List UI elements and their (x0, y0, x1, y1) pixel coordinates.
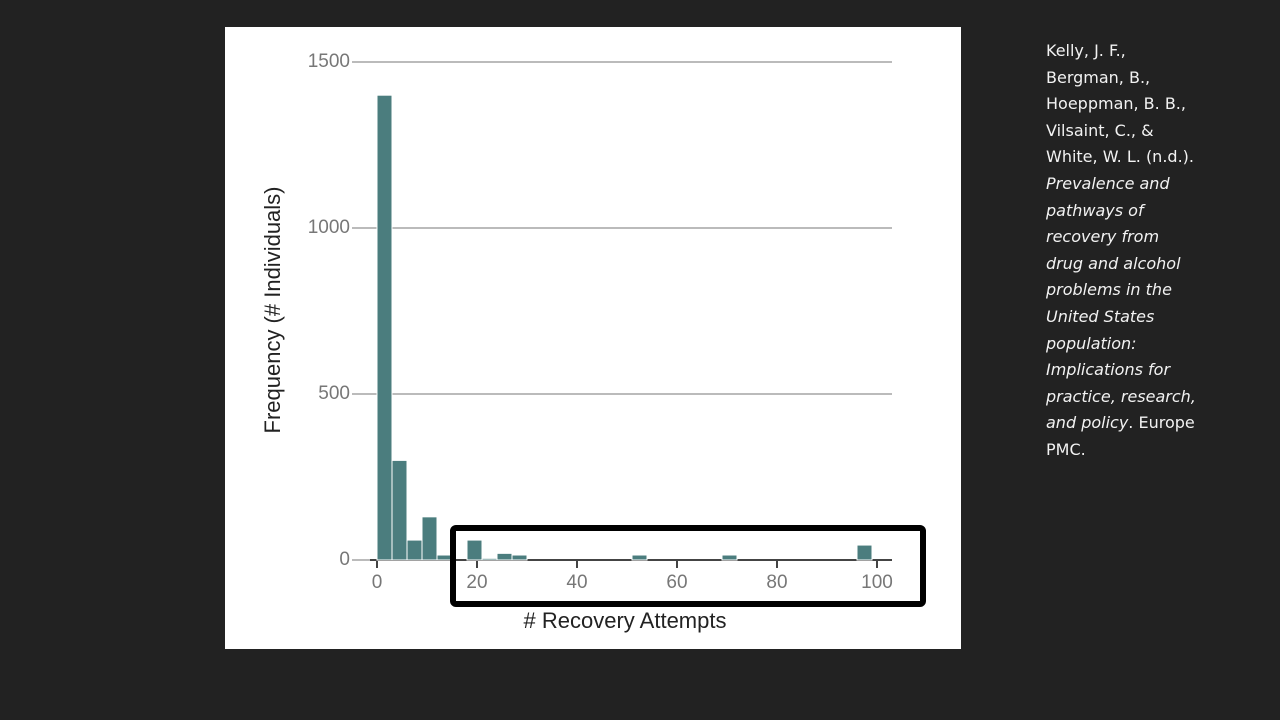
y-axis-title: Frequency (# Individuals) (260, 186, 285, 433)
bar (631, 554, 648, 561)
highlight-box (450, 525, 926, 607)
x-tick-label: 80 (766, 572, 787, 593)
bar (436, 554, 453, 561)
x-tick-label: 60 (666, 572, 687, 593)
y-tick-label: 1500 (308, 51, 350, 72)
bar (481, 557, 498, 561)
bar (376, 94, 393, 561)
bar (496, 552, 513, 561)
bar (391, 459, 408, 561)
x-tick-label: 40 (566, 572, 587, 593)
bar (466, 539, 483, 561)
bar (421, 516, 438, 561)
bar (511, 554, 528, 561)
x-tick-label: 100 (861, 572, 893, 593)
chart: # Recovery Attempts Frequency (# Individ… (260, 51, 926, 633)
chart-panel: # Recovery Attempts Frequency (# Individ… (225, 27, 961, 649)
bar (406, 539, 423, 561)
y-tick-label: 500 (318, 383, 350, 404)
y-tick-label: 1000 (308, 217, 350, 238)
citation-source: . Europe PMC. (1046, 413, 1195, 459)
y-tick-label: 0 (339, 549, 350, 570)
citation-authors: Kelly, J. F., Bergman, B., Hoeppman, B. … (1046, 41, 1194, 167)
x-axis-title: # Recovery Attempts (524, 608, 727, 633)
citation: Kelly, J. F., Bergman, B., Hoeppman, B. … (1046, 38, 1198, 464)
x-tick-label: 20 (466, 572, 487, 593)
bar (856, 544, 873, 561)
citation-title: Prevalence and pathways of recovery from… (1046, 173, 1196, 433)
bar (721, 554, 738, 561)
x-tick-label: 0 (372, 572, 383, 593)
